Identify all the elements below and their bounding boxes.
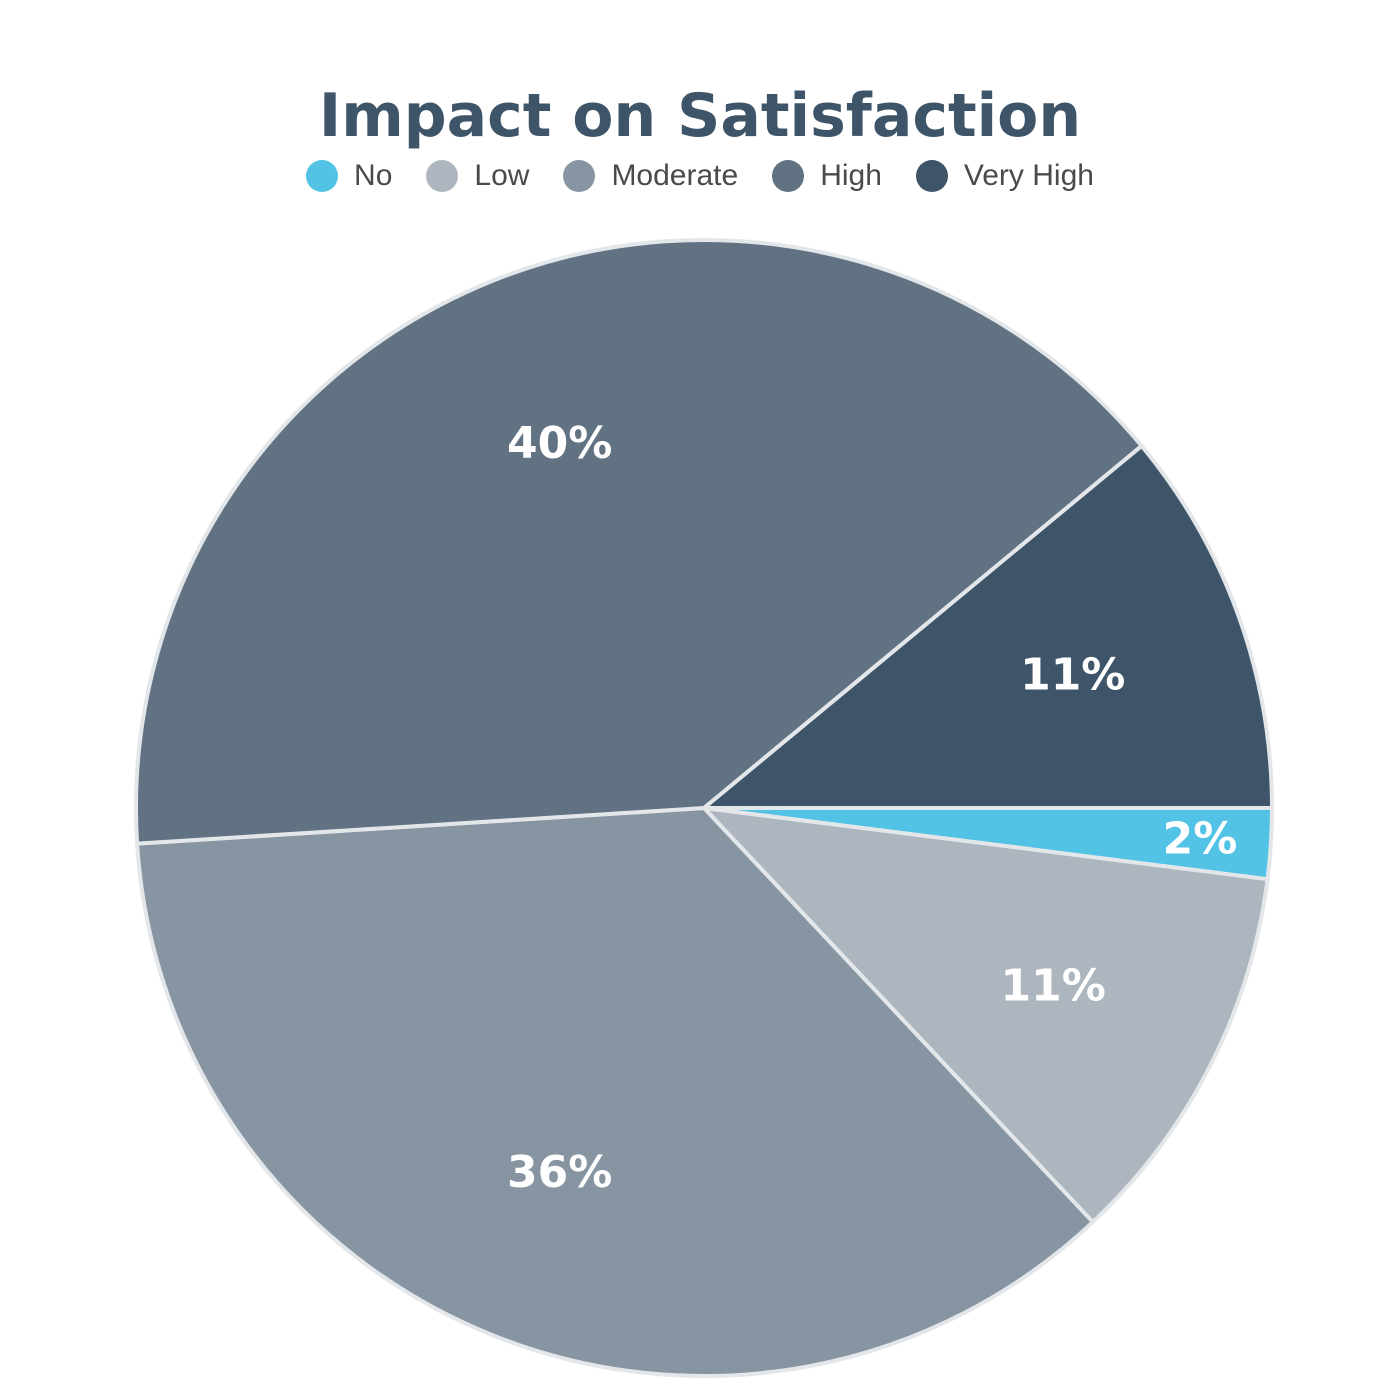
legend-swatch-very-high [915, 160, 948, 192]
legend-swatch-no [306, 160, 339, 192]
legend-label-moderate: Moderate [611, 159, 739, 192]
legend-label-very-high: Very High [963, 159, 1094, 192]
pie-slice-moderate[interactable] [135, 806, 1095, 1378]
pie-slice-very-high[interactable] [702, 443, 1274, 810]
slice-label-high: 40% [507, 418, 612, 469]
legend-label-high: High [820, 159, 882, 192]
chart-title: Impact on Satisfaction [318, 81, 1082, 151]
slice-label-no: 2% [1163, 814, 1238, 865]
slice-label-moderate: 36% [507, 1147, 612, 1198]
legend-item-high[interactable]: High [772, 156, 882, 196]
legend-item-moderate[interactable]: Moderate [563, 156, 738, 196]
legend-item-no[interactable]: No [306, 156, 392, 196]
pie-labels: 2% 11% 36% 40% 11% [507, 418, 1237, 1198]
pie-slices [134, 238, 1274, 1378]
legend-swatch-high [772, 160, 805, 192]
legend-item-low[interactable]: Low [426, 156, 529, 196]
legend-item-very-high[interactable]: Very High [915, 156, 1094, 196]
legend-label-low: Low [474, 159, 530, 192]
slice-label-low: 11% [1001, 960, 1106, 1011]
pie-slice-high[interactable] [134, 238, 1144, 846]
legend-swatch-moderate [563, 160, 596, 192]
legend-label-no: No [354, 159, 393, 192]
pie-slice-low[interactable] [702, 806, 1270, 1225]
slice-label-very-high: 11% [1020, 650, 1125, 701]
legend-swatch-low [426, 160, 459, 192]
legend: No Low Moderate High Very High [0, 156, 1400, 196]
